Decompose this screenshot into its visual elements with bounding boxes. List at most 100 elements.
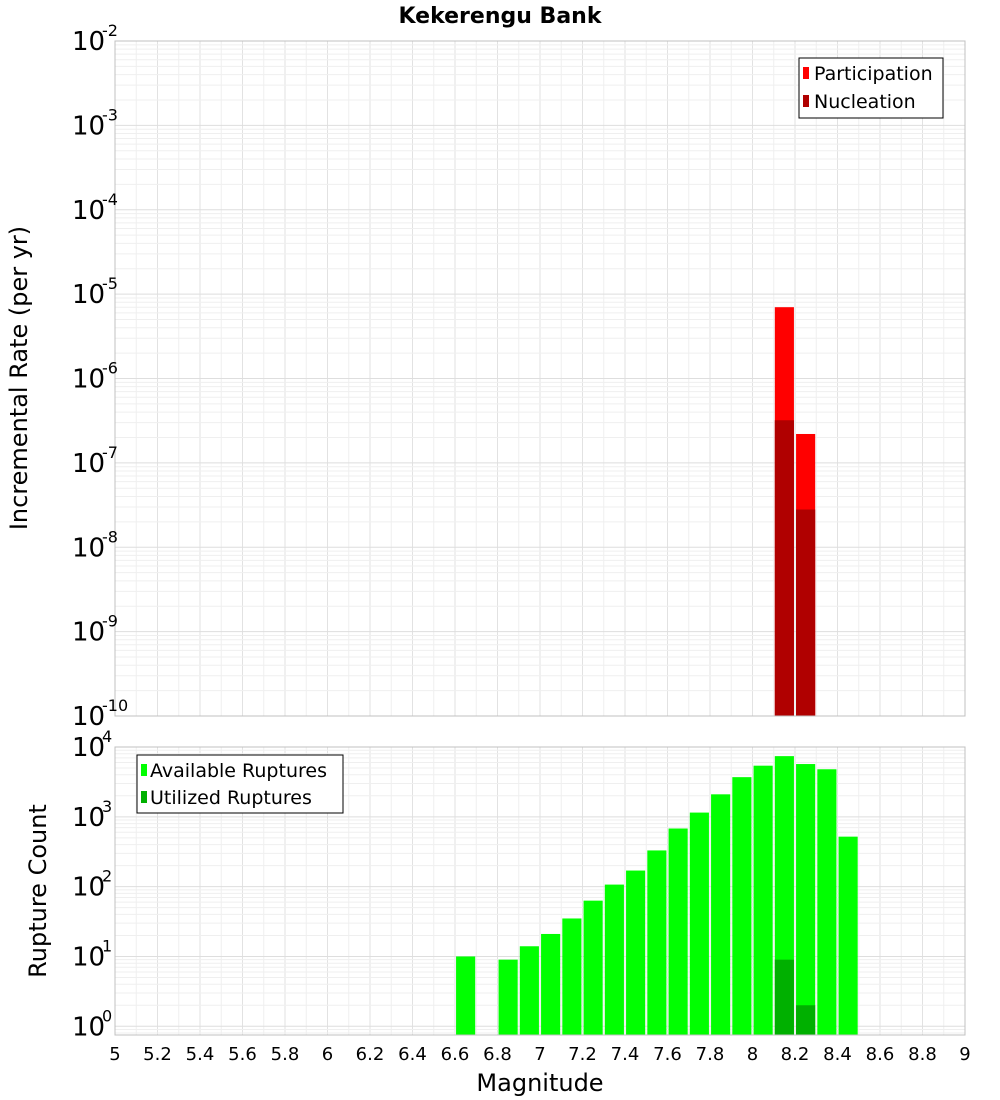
rate-y-tick-base: 10	[72, 618, 105, 648]
rate-y-tick-label: 10-3	[72, 105, 118, 141]
rate-y-tick-label: 10-2	[72, 21, 118, 57]
rate-y-tick-label: 10-10	[72, 696, 128, 732]
rate-panel: 10-210-310-410-510-610-710-810-910-10 In…	[5, 21, 966, 732]
count-bar-available-ruptures	[604, 884, 624, 1035]
rate-y-tick-label: 10-6	[72, 359, 118, 395]
count-y-tick-exponent: 4	[102, 727, 112, 746]
x-tick-label: 7	[534, 1044, 545, 1065]
rate-bar-nucleation	[774, 420, 794, 716]
rate-y-tick-base: 10	[72, 196, 105, 226]
x-tick-label: 5.8	[271, 1044, 300, 1065]
x-tick-label: 5	[109, 1044, 120, 1065]
rate-y-tick-base: 10	[72, 449, 105, 479]
count-y-tick-base: 10	[72, 873, 105, 903]
rate-y-tick-exponent: -7	[102, 443, 118, 462]
count-y-tick-exponent: 2	[102, 867, 112, 886]
count-bar-available-ruptures	[817, 769, 837, 1035]
x-tick-label: 5.4	[186, 1044, 215, 1065]
count-bar-available-ruptures	[626, 870, 646, 1035]
participation-legend-swatch	[803, 67, 809, 79]
count-y-tick-label: 103	[72, 797, 112, 833]
x-tick-label: 7.8	[696, 1044, 725, 1065]
rate-bar-nucleation	[796, 509, 816, 716]
rate-y-tick-exponent: -3	[102, 105, 118, 124]
count-y-tick-base: 10	[72, 942, 105, 972]
count-y-tick-label: 102	[72, 867, 112, 903]
chart-title: Kekerengu Bank	[399, 4, 603, 29]
x-tick-label: 7.6	[653, 1044, 682, 1065]
count-y-tick-exponent: 3	[102, 797, 112, 816]
rate-y-tick-base: 10	[72, 365, 105, 395]
x-axis-label: Magnitude	[476, 1069, 603, 1097]
count-bar-available-ruptures	[753, 765, 773, 1035]
count-y-tick-base: 10	[72, 1012, 105, 1042]
available-legend-swatch	[141, 764, 147, 776]
x-tick-label: 5.2	[143, 1044, 172, 1065]
count-bar-available-ruptures	[711, 794, 731, 1035]
rate-y-ticks: 10-210-310-410-510-610-710-810-910-10	[72, 21, 128, 732]
available-legend-label: Available Ruptures	[150, 760, 327, 782]
count-legend: Available Ruptures Utilized Ruptures	[136, 754, 344, 814]
count-bar-available-ruptures	[668, 828, 688, 1035]
x-tick-label: 7.2	[568, 1044, 597, 1065]
count-plot-border	[114, 746, 966, 1036]
count-y-axis-label: Rupture Count	[24, 804, 52, 978]
x-tick-label: 8.2	[781, 1044, 810, 1065]
rate-y-tick-exponent: -10	[102, 696, 128, 715]
count-bar-available-ruptures	[647, 850, 667, 1035]
rate-y-tick-exponent: -8	[102, 527, 118, 546]
count-bar-available-ruptures	[689, 812, 709, 1035]
rate-y-tick-base: 10	[72, 280, 105, 310]
count-y-tick-label: 100	[72, 1006, 112, 1042]
rate-y-tick-label: 10-7	[72, 443, 118, 479]
x-tick-label: 6.4	[398, 1044, 427, 1065]
count-bar-utilized-ruptures	[774, 959, 794, 1035]
nucleation-legend-label: Nucleation	[814, 91, 916, 113]
count-bar-available-ruptures	[732, 777, 752, 1035]
x-tick-label: 8	[747, 1044, 758, 1065]
rate-plot-border	[114, 40, 966, 717]
rate-y-tick-exponent: -2	[102, 21, 118, 40]
x-tick-label: 8.6	[866, 1044, 895, 1065]
count-y-tick-exponent: 1	[102, 936, 112, 955]
x-tick-label: 9	[959, 1044, 970, 1065]
count-bar-available-ruptures	[796, 764, 816, 1035]
rate-grid	[114, 40, 966, 717]
rate-y-tick-exponent: -6	[102, 359, 118, 378]
nucleation-legend-swatch	[803, 95, 809, 107]
x-tick-label: 6.6	[441, 1044, 470, 1065]
x-tick-label: 8.4	[823, 1044, 852, 1065]
rate-y-tick-exponent: -4	[102, 190, 118, 209]
participation-legend-label: Participation	[814, 63, 933, 85]
count-y-tick-label: 104	[72, 727, 112, 763]
count-bar-available-ruptures	[519, 946, 539, 1035]
rate-y-tick-base: 10	[72, 702, 105, 732]
count-bars	[456, 756, 858, 1035]
x-tick-label: 6.8	[483, 1044, 512, 1065]
count-bar-available-ruptures	[498, 959, 518, 1035]
rate-y-tick-label: 10-8	[72, 527, 118, 563]
x-tick-label: 5.6	[228, 1044, 257, 1065]
rate-legend-box	[798, 57, 944, 119]
count-y-tick-label: 101	[72, 936, 112, 972]
count-bar-available-ruptures	[583, 900, 603, 1035]
count-bar-utilized-ruptures	[796, 1005, 816, 1035]
utilized-legend-label: Utilized Ruptures	[150, 787, 312, 809]
x-tick-label: 7.4	[611, 1044, 640, 1065]
rate-y-tick-label: 10-5	[72, 274, 118, 310]
rate-y-tick-base: 10	[72, 27, 105, 57]
count-bar-available-ruptures	[562, 918, 582, 1035]
rate-bars	[774, 307, 816, 716]
rate-y-tick-exponent: -9	[102, 612, 118, 631]
rate-y-tick-exponent: -5	[102, 274, 118, 293]
rate-y-tick-label: 10-9	[72, 612, 118, 648]
utilized-legend-swatch	[141, 791, 147, 803]
rate-legend: Participation Nucleation	[798, 57, 944, 119]
count-y-tick-base: 10	[72, 733, 105, 763]
count-legend-box	[136, 754, 344, 814]
count-bar-available-ruptures	[541, 933, 561, 1035]
x-tick-label: 6.2	[356, 1044, 385, 1065]
